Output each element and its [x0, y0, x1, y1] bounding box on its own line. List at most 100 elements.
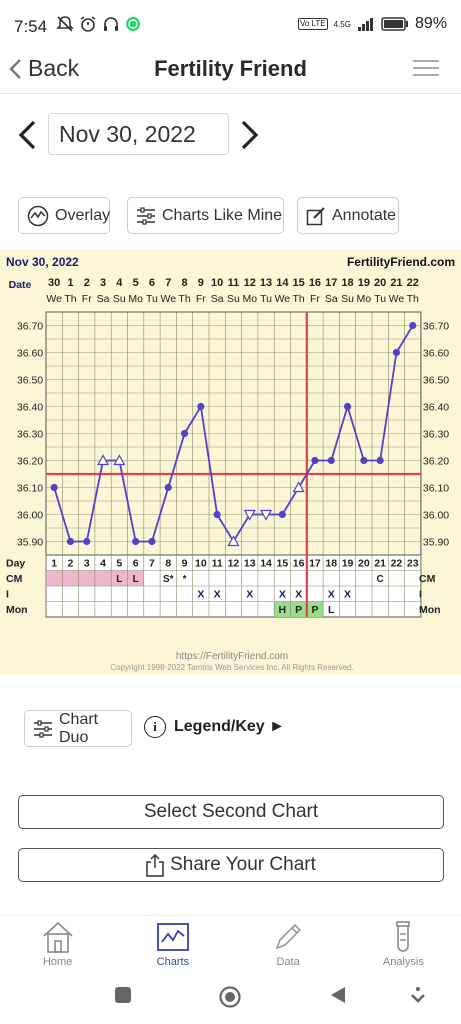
cm-cell-fill — [78, 570, 95, 586]
chart-footer-url: https://FertilityFriend.com — [176, 651, 288, 662]
day-number: 12 — [228, 558, 240, 570]
intercourse-mark: X — [246, 589, 253, 601]
intercourse-mark: X — [328, 589, 335, 601]
overlay-icon — [27, 205, 49, 226]
share-chart-label: Share Your Chart — [170, 854, 316, 875]
day-number: 20 — [358, 558, 370, 570]
nav-home[interactable]: Home — [0, 916, 115, 977]
date-label: 13 — [260, 277, 272, 289]
y-tick-left: 36.00 — [17, 510, 43, 522]
overlay-button[interactable]: Overlay — [18, 197, 110, 234]
day-number: 11 — [212, 558, 223, 570]
date-label: 11 — [228, 277, 240, 289]
nav-charts[interactable]: Charts — [115, 916, 230, 977]
next-day-icon[interactable] — [237, 117, 263, 153]
date-row-label: Date — [9, 279, 32, 291]
recents-icon[interactable] — [114, 986, 132, 1004]
temp-point — [180, 429, 189, 438]
monitor-value: L — [328, 604, 335, 616]
date-label: 17 — [325, 277, 337, 289]
weekday-label: Tu — [260, 293, 272, 305]
day-number: 22 — [391, 558, 403, 570]
network-type: 4.5G — [333, 19, 351, 29]
app-header: Back Fertility Friend — [0, 44, 461, 94]
day-number: 23 — [407, 558, 419, 570]
back-triangle-icon[interactable] — [329, 986, 347, 1004]
date-label: 15 — [293, 277, 305, 289]
select-second-chart-label: Select Second Chart — [143, 801, 319, 822]
date-label: 8 — [181, 277, 187, 289]
temp-point-open — [243, 509, 256, 521]
date-selector[interactable]: Nov 30, 2022 — [48, 113, 229, 155]
status-bar: 7:54 Vo LTE 4.5G 89% — [0, 0, 461, 54]
date-label: 16 — [309, 277, 321, 289]
i-row-label: I — [6, 589, 9, 601]
select-second-chart-button[interactable]: Select Second Chart — [18, 795, 444, 829]
nav-data[interactable]: Data — [231, 916, 346, 977]
share-icon — [146, 853, 164, 877]
assistant-icon[interactable] — [410, 986, 426, 1004]
temp-point — [392, 348, 401, 357]
chart-duo-button[interactable]: Chart Duo — [24, 710, 132, 747]
y-tick-left: 36.10 — [17, 483, 43, 495]
sliders-icon — [34, 719, 52, 738]
y-tick-right: 35.90 — [423, 537, 449, 549]
cm-cell-fill — [111, 570, 128, 586]
headphones-icon — [104, 17, 118, 31]
temp-point-open — [113, 454, 126, 466]
day-number: 9 — [182, 558, 188, 570]
day-number: 15 — [277, 558, 289, 570]
cm-row-label: CM — [6, 573, 23, 585]
intercourse-mark: X — [214, 589, 221, 601]
weekday-label: We — [389, 293, 405, 305]
date-label: 3 — [100, 277, 106, 289]
date-label: 12 — [244, 277, 256, 289]
y-tick-left: 36.20 — [17, 456, 43, 468]
battery-percent: 89% — [414, 15, 447, 32]
weekday-label: Sa — [97, 293, 110, 305]
bottom-nav: Home Charts Data Analysis — [0, 915, 461, 977]
day-number: 3 — [84, 558, 90, 570]
temp-point-open — [292, 481, 305, 493]
intercourse-mark: X — [295, 589, 302, 601]
annotate-button[interactable]: Annotate — [297, 197, 399, 234]
menu-icon[interactable] — [413, 60, 439, 80]
chart-site-label: FertilityFriend.com — [347, 255, 455, 269]
y-tick-right: 36.10 — [423, 483, 449, 495]
cm-cell-fill — [62, 570, 79, 586]
weekday-label: Fr — [196, 293, 206, 305]
temp-point — [132, 537, 140, 546]
cm-value: * — [183, 574, 187, 585]
temp-point — [278, 510, 286, 519]
charts-like-mine-button[interactable]: Charts Like Mine — [127, 197, 284, 234]
back-button[interactable]: Back — [8, 55, 79, 82]
cm-value: L — [116, 574, 122, 585]
legend-key-link[interactable]: i Legend/Key ► — [144, 716, 285, 738]
day-number: 4 — [100, 558, 106, 570]
weekday-label: Th — [64, 293, 76, 305]
day-number: 8 — [165, 558, 171, 570]
y-tick-left: 36.50 — [17, 375, 43, 387]
day-number: 6 — [133, 558, 139, 570]
y-tick-left: 36.40 — [17, 402, 43, 414]
day-number: 10 — [195, 558, 207, 570]
share-chart-button[interactable]: Share Your Chart — [18, 848, 444, 882]
nav-analysis-label: Analysis — [382, 956, 424, 968]
intercourse-mark: X — [197, 589, 204, 601]
back-label: Back — [28, 55, 80, 81]
nav-analysis[interactable]: Analysis — [346, 916, 461, 977]
date-label: 18 — [341, 277, 353, 289]
cm-value: C — [377, 574, 384, 585]
weekday-label: We — [160, 293, 176, 305]
charts-icon — [156, 923, 189, 951]
temp-point — [50, 483, 58, 492]
day-number: 13 — [244, 558, 256, 570]
y-tick-right: 36.40 — [423, 402, 449, 414]
whatsapp-icon — [126, 17, 140, 31]
y-tick-right: 36.70 — [423, 321, 449, 333]
home-circle-icon[interactable] — [219, 986, 241, 1008]
temp-point-open — [260, 509, 273, 521]
previous-day-icon[interactable] — [14, 117, 40, 153]
page-title: Fertility Friend — [154, 56, 307, 81]
